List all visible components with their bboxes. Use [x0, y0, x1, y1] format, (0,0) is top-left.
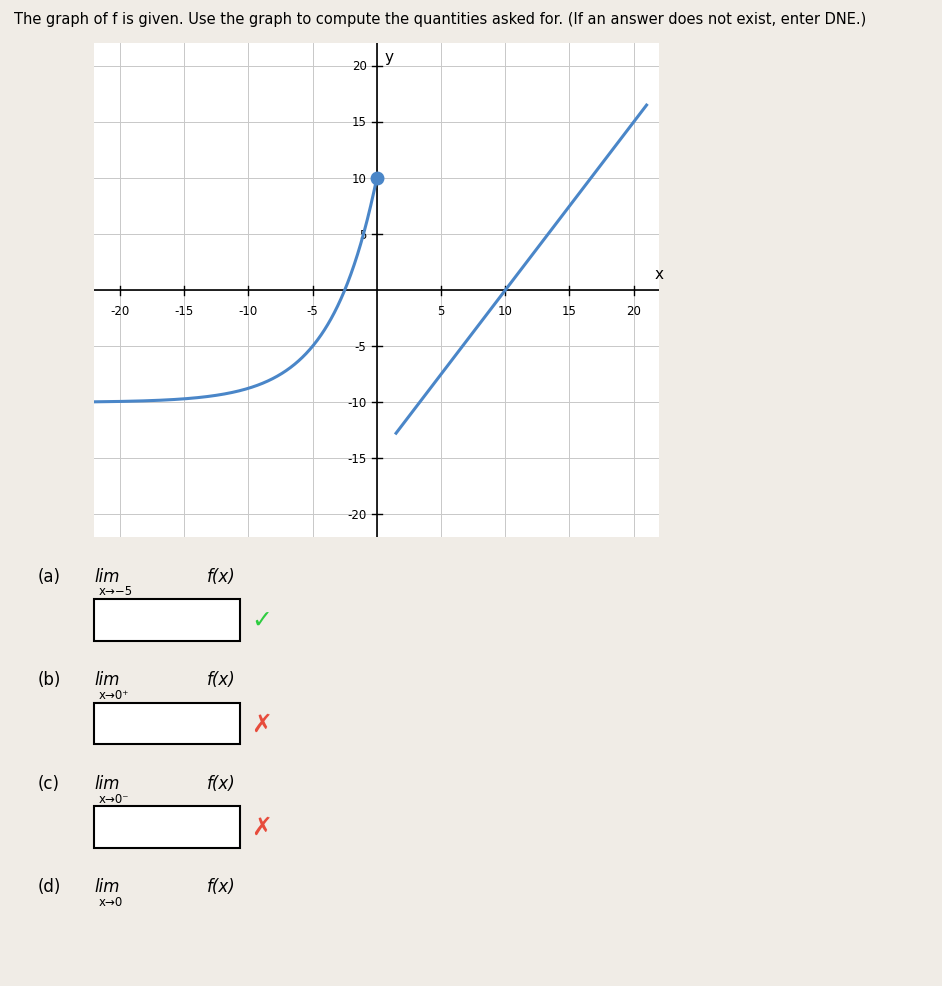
Text: 10: 10 [351, 173, 366, 185]
Text: 15: 15 [111, 817, 136, 837]
Text: ✓: ✓ [252, 608, 272, 632]
Text: 15: 15 [351, 116, 366, 129]
Text: x→−5: x→−5 [99, 585, 133, 598]
Text: lim: lim [94, 878, 120, 895]
Text: (c): (c) [38, 774, 59, 792]
Text: -5: -5 [307, 305, 318, 317]
Text: 5: 5 [359, 229, 366, 242]
Text: -10: -10 [238, 305, 258, 317]
Text: The graph of f is given. Use the graph to compute the quantities asked for. (If : The graph of f is given. Use the graph t… [14, 12, 867, 27]
Text: -10: -10 [348, 396, 366, 409]
Text: -15: -15 [348, 453, 366, 465]
Text: 10: 10 [497, 305, 512, 317]
Text: lim: lim [94, 567, 120, 585]
Text: −5: −5 [111, 610, 140, 630]
Text: −3: −3 [111, 714, 140, 734]
Text: x→0: x→0 [99, 895, 123, 908]
Text: x→0⁻: x→0⁻ [99, 792, 129, 805]
Text: y: y [384, 50, 394, 65]
Text: 20: 20 [626, 305, 642, 317]
Text: f(x): f(x) [207, 670, 236, 688]
Text: f(x): f(x) [207, 878, 236, 895]
Text: f(x): f(x) [207, 774, 236, 792]
Text: ✗: ✗ [252, 712, 272, 736]
Text: lim: lim [94, 670, 120, 688]
Text: -5: -5 [355, 340, 366, 353]
Text: -15: -15 [174, 305, 194, 317]
Text: (a): (a) [38, 567, 60, 585]
Text: x: x [655, 267, 664, 282]
Text: (d): (d) [38, 878, 61, 895]
Text: lim: lim [94, 774, 120, 792]
Text: (b): (b) [38, 670, 61, 688]
Text: ✗: ✗ [252, 815, 272, 839]
Text: 15: 15 [562, 305, 577, 317]
Text: 20: 20 [351, 60, 366, 73]
Text: -20: -20 [348, 509, 366, 522]
Text: 5: 5 [437, 305, 445, 317]
Text: f(x): f(x) [207, 567, 236, 585]
Text: -20: -20 [110, 305, 129, 317]
Text: x→0⁺: x→0⁺ [99, 688, 129, 701]
